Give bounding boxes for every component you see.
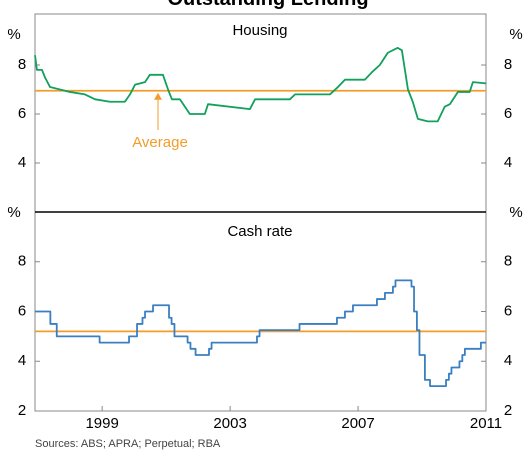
data-line [35,279,486,388]
y-tick-label: 4 [18,352,26,369]
x-tick-label: 2007 [341,415,374,432]
y-tick-label: 8 [504,56,512,73]
unit-label: % [509,26,522,43]
data-line [34,46,487,123]
y-tick-label: 4 [18,154,26,171]
panel-title: Cash rate [227,223,292,240]
y-tick-label: 6 [504,105,512,122]
unit-label: % [509,204,522,221]
y-tick-label: 6 [18,105,26,122]
x-tick-label: 2011 [470,415,502,432]
y-tick-label: 6 [18,302,26,319]
y-tick-label: 8 [18,253,26,270]
unit-label: % [7,204,20,221]
y-tick-label: 2 [18,402,26,419]
x-tick-label: 1999 [85,415,118,432]
panel-title: Housing [232,22,287,39]
annotation-arrowhead [154,92,162,100]
y-tick-label: 8 [18,56,26,73]
unit-label: % [7,26,20,43]
y-tick-label: 6 [504,302,512,319]
x-tick-label: 2003 [213,415,246,432]
y-tick-label: 8 [504,253,512,270]
annotation: Average [132,134,188,151]
source-note: Sources: ABS; APRA; Perpetual; RBA [35,438,221,450]
y-tick-label: 2 [504,402,512,419]
chart-title: Outstanding Lending [167,0,368,10]
y-tick-label: 4 [504,352,512,369]
y-tick-label: 4 [504,154,512,171]
